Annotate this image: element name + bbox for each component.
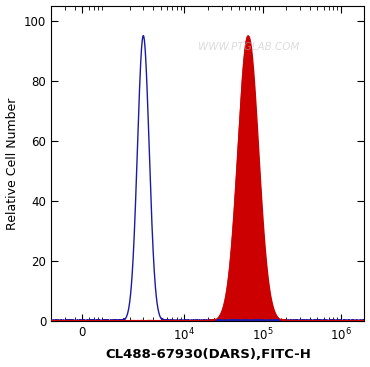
Text: WWW.PTGLAB.COM: WWW.PTGLAB.COM [198, 41, 299, 52]
Y-axis label: Relative Cell Number: Relative Cell Number [6, 97, 18, 230]
X-axis label: CL488-67930(DARS),FITC-H: CL488-67930(DARS),FITC-H [105, 348, 311, 361]
